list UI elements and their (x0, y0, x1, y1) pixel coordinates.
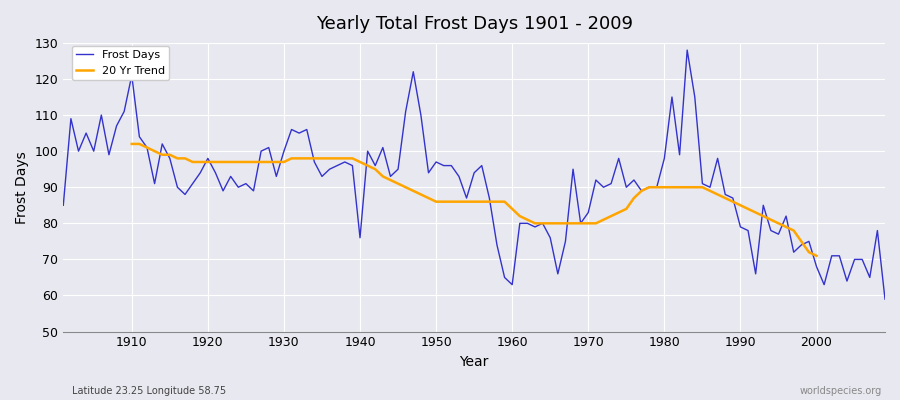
20 Yr Trend (796, 239, 806, 244)
20 Yr Trend (126, 142, 137, 146)
Frost Days (500, 275, 510, 280)
Line: Frost Days: Frost Days (63, 50, 885, 299)
20 Yr Trend (788, 228, 799, 233)
Title: Yearly Total Frost Days 1901 - 2009: Yearly Total Frost Days 1901 - 2009 (316, 15, 633, 33)
20 Yr Trend (705, 188, 716, 193)
20 Yr Trend (811, 254, 822, 258)
Frost Days (682, 48, 693, 52)
Frost Days (58, 203, 68, 208)
Frost Days (119, 109, 130, 114)
Frost Days (332, 163, 343, 168)
Frost Days (507, 282, 517, 287)
Line: 20 Yr Trend: 20 Yr Trend (131, 144, 816, 256)
Text: worldspecies.org: worldspecies.org (800, 386, 882, 396)
Frost Days (286, 127, 297, 132)
Y-axis label: Frost Days: Frost Days (15, 151, 29, 224)
X-axis label: Year: Year (460, 355, 489, 369)
20 Yr Trend (302, 156, 312, 161)
Text: Latitude 23.25 Longitude 58.75: Latitude 23.25 Longitude 58.75 (72, 386, 226, 396)
Legend: Frost Days, 20 Yr Trend: Frost Days, 20 Yr Trend (71, 46, 169, 80)
20 Yr Trend (286, 156, 297, 161)
20 Yr Trend (210, 160, 220, 164)
Frost Days (598, 185, 609, 190)
Frost Days (879, 297, 890, 302)
